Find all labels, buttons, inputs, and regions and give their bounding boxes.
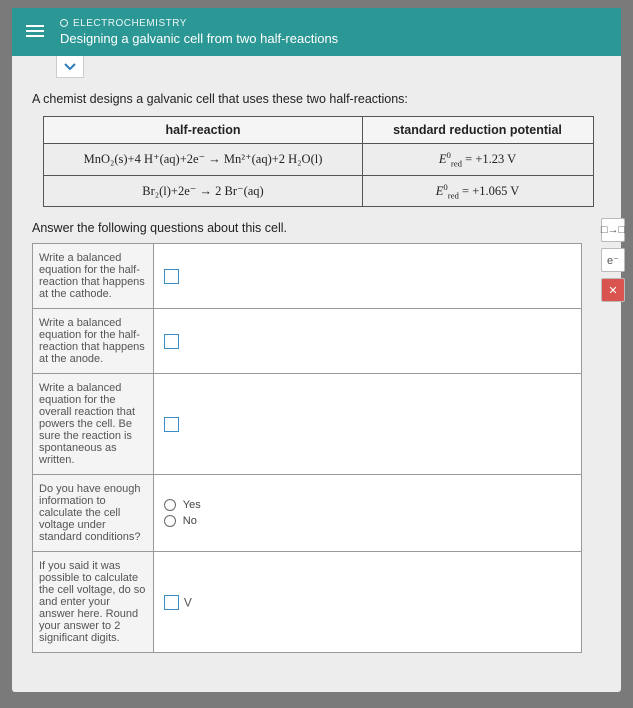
- q4-answer-cell: Yes No: [153, 475, 581, 552]
- half-reactions-table: half-reaction standard reduction potenti…: [43, 116, 593, 207]
- answers-table: Write a balanced equation for the half-r…: [32, 243, 582, 653]
- q3-label: Write a balanced equation for the overal…: [33, 374, 154, 475]
- q4-yes-label: Yes: [183, 499, 201, 511]
- q3-input[interactable]: [164, 417, 179, 432]
- reaction-1-potential: E0red = +1.23 V: [362, 144, 593, 176]
- hamburger-menu[interactable]: [26, 22, 44, 40]
- q5-label: If you said it was possible to calculate…: [33, 552, 154, 653]
- reaction-2-potential: E0red = +1.065 V: [362, 175, 593, 207]
- problem-prompt: A chemist designs a galvanic cell that u…: [32, 92, 605, 106]
- tool-states[interactable]: □→□: [601, 218, 625, 242]
- q1-label: Write a balanced equation for the half-r…: [33, 244, 154, 309]
- q4-label: Do you have enough information to calcul…: [33, 475, 154, 552]
- radio-icon: [164, 499, 176, 511]
- q2-answer-cell[interactable]: [153, 309, 581, 374]
- radio-icon: [164, 515, 176, 527]
- q5-unit: V: [184, 595, 192, 609]
- q1-input[interactable]: [164, 269, 179, 284]
- page-title: Designing a galvanic cell from two half-…: [60, 31, 609, 46]
- col-potential: standard reduction potential: [362, 117, 593, 144]
- side-toolbar: □→□ e⁻ ✕: [601, 218, 625, 302]
- breadcrumb-text: ELECTROCHEMISTRY: [73, 18, 187, 29]
- tool-clear[interactable]: ✕: [601, 278, 625, 302]
- q4-no-label: No: [183, 515, 197, 527]
- q5-input[interactable]: [164, 595, 179, 610]
- module-header: ELECTROCHEMISTRY Designing a galvanic ce…: [12, 8, 621, 56]
- q5-answer-cell[interactable]: V: [153, 552, 581, 653]
- reaction-2-equation: Br₂(l)+2e⁻ → 2 Br⁻(aq): [44, 175, 362, 207]
- q2-input[interactable]: [164, 334, 179, 349]
- breadcrumb-icon: [60, 19, 68, 27]
- chevron-down-icon: [64, 63, 76, 71]
- answer-intro: Answer the following questions about thi…: [32, 221, 605, 235]
- expand-toggle[interactable]: [56, 56, 84, 78]
- col-half-reaction: half-reaction: [44, 117, 362, 144]
- q3-answer-cell[interactable]: [153, 374, 581, 475]
- tool-electron[interactable]: e⁻: [601, 248, 625, 272]
- q1-answer-cell[interactable]: [153, 244, 581, 309]
- q4-no-option[interactable]: No: [164, 515, 575, 527]
- q2-label: Write a balanced equation for the half-r…: [33, 309, 154, 374]
- q4-yes-option[interactable]: Yes: [164, 499, 575, 511]
- breadcrumb: ELECTROCHEMISTRY: [60, 18, 609, 29]
- reaction-1-equation: MnO₂(s)+4 H⁺(aq)+2e⁻ → Mn²⁺(aq)+2 H₂O(l): [44, 144, 362, 176]
